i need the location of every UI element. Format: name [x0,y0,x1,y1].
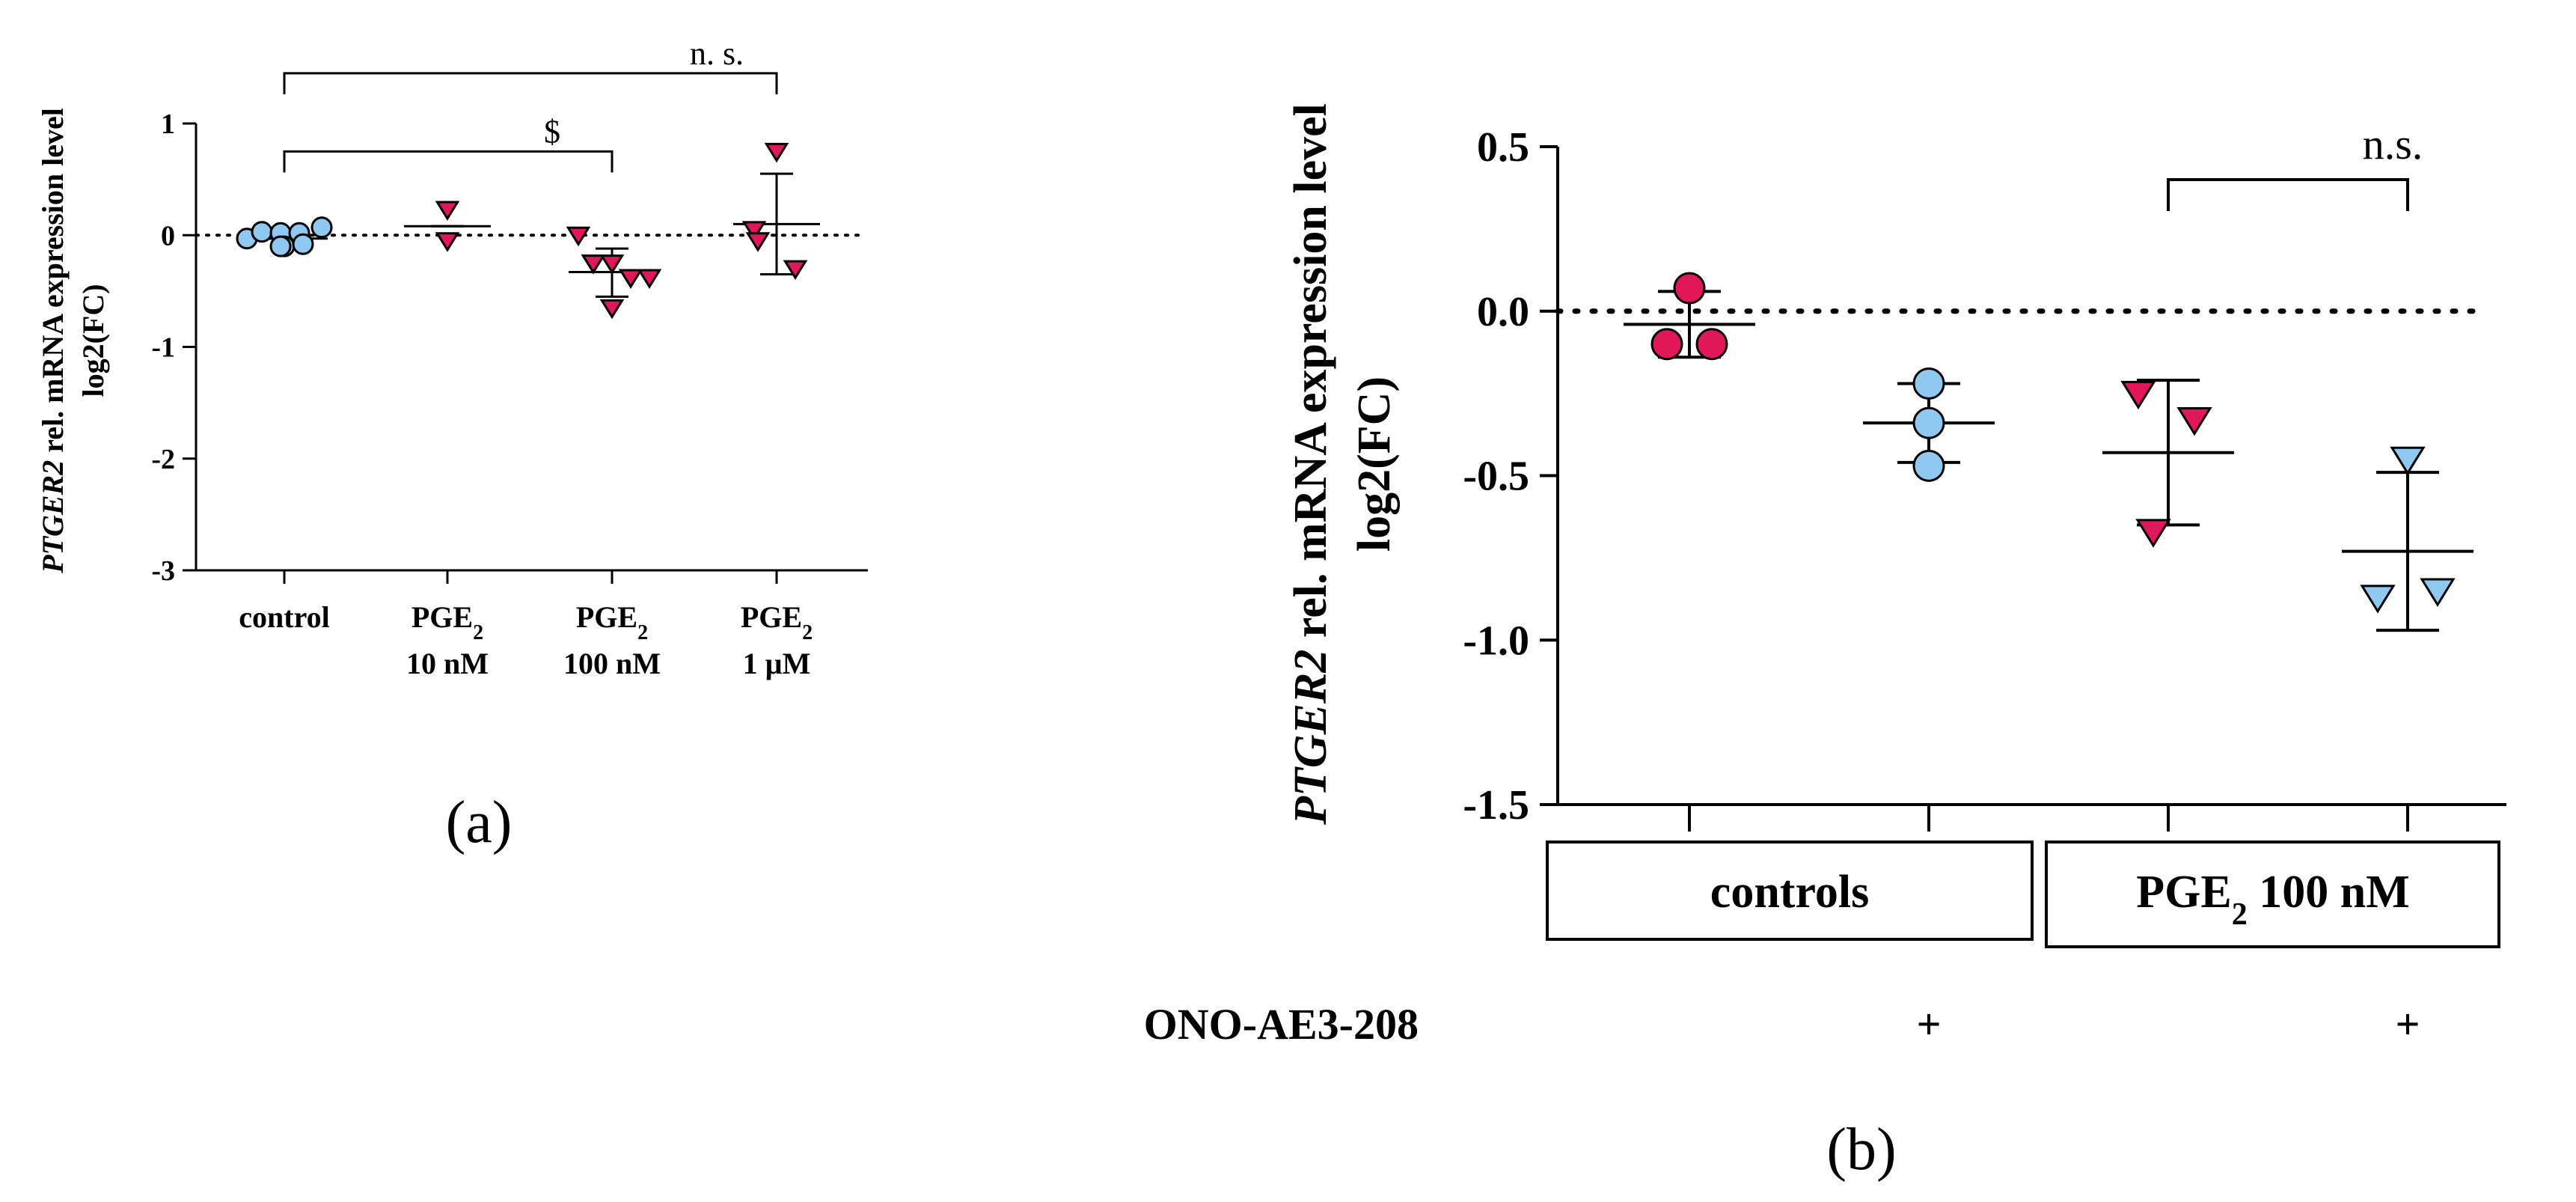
data-point [269,235,292,257]
x-category-label-line2: 1 µM [743,647,811,680]
y-axis-label: PTGER2 rel. mRNA expression level [1285,103,1336,826]
data-point [2420,578,2456,607]
significance-bracket [283,150,614,173]
data-point [2135,519,2171,548]
x-category-label: PGE2 [576,600,648,644]
y-tick-label: 0.5 [1477,124,1529,171]
y-tick-label: 1 [161,109,175,140]
significance-label: n. s. [690,35,744,72]
data-point [783,260,808,281]
x-category-label: PGE2 [412,600,483,644]
y-axis-label-line2: log2(FC) [1349,376,1400,552]
x-category-label-line2: 10 nM [406,647,489,680]
treatment-label: ONO-AE3-208 [1144,1000,1419,1049]
x-category-label: PGE2 [741,600,813,644]
group-box-controls-label: controls [1710,867,1869,918]
significance-label: $ [544,113,560,150]
data-point [2176,406,2212,436]
data-point [2390,446,2426,476]
data-point [1650,328,1683,361]
y-tick-label: -1 [151,332,175,364]
data-point [1673,272,1706,305]
y-tick-label: 0.0 [1477,289,1529,335]
data-point [435,232,460,252]
panel-label: (b) [1826,1117,1896,1183]
y-tick-label: -1.0 [1463,617,1529,664]
y-axis-label-line2: log2(FC) [76,284,110,397]
data-point [2120,380,2156,410]
data-point [745,232,771,252]
data-point [599,299,625,320]
treatment-mark: + [1916,1000,1941,1049]
data-point [1912,449,1945,482]
data-point [618,269,643,289]
data-point [741,221,767,241]
data-point [1912,406,1945,439]
y-tick-label: 0 [161,220,175,251]
data-point [599,254,625,275]
data-point [251,221,273,243]
y-axis-label: PTGER2 rel. mRNA expression level [36,108,70,574]
data-point [1695,328,1728,361]
data-point [435,201,460,221]
significance-bracket [2167,177,2409,211]
data-point [637,269,662,289]
x-category-label-line2: 100 nM [563,647,661,680]
data-point [1912,367,1945,400]
y-tick-label: -3 [151,555,175,587]
data-point [581,254,606,275]
y-tick-label: -0.5 [1463,454,1529,500]
data-point [2360,585,2396,614]
panel-label: (a) [446,790,513,855]
data-point [310,216,333,239]
chart-panel-b: 0.50.0-0.5-1.0-1.5n.s.controls PGE2 100 n… [1144,103,2506,1183]
significance-bracket [283,72,778,94]
y-tick-label: -1.5 [1463,782,1529,829]
treatment-mark: + [2395,1000,2420,1049]
significance-label: n.s. [2363,120,2423,168]
data-point [566,226,591,247]
group-box-pge [2045,841,2500,948]
group-box-controls [1546,841,2034,941]
x-category-label: control [239,600,329,634]
data-point [764,142,789,163]
data-point [292,233,314,255]
y-tick-label: -2 [151,444,175,475]
